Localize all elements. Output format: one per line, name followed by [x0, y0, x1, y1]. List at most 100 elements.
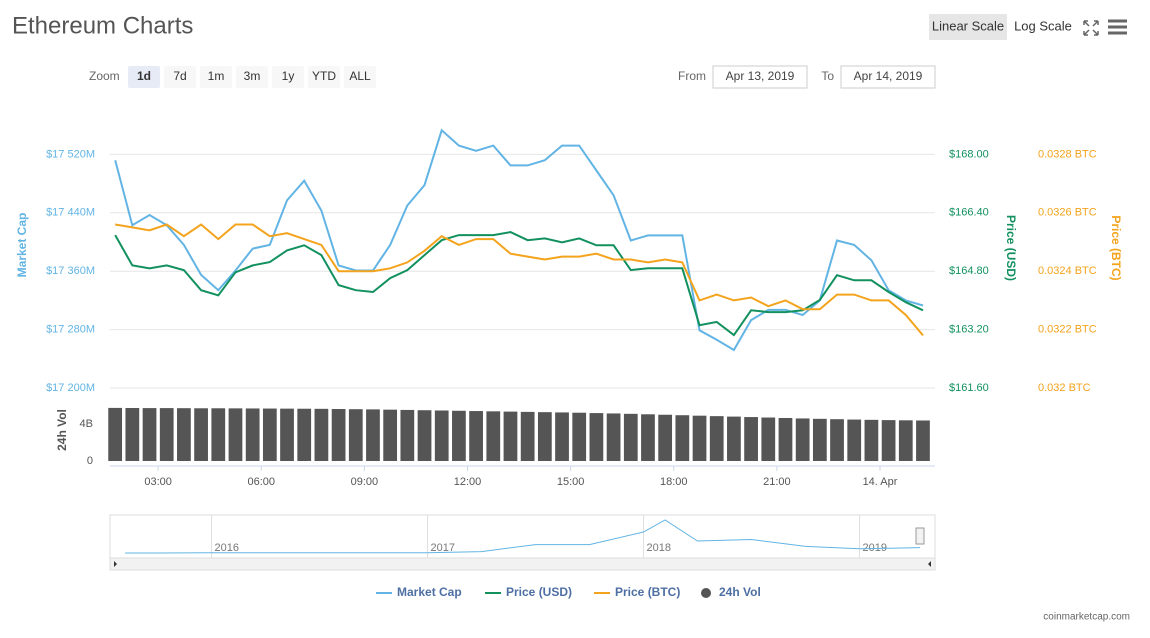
navigator-handle[interactable]: [915, 527, 925, 545]
x-tick-label: 03:00: [144, 476, 172, 488]
volume-bar: [641, 414, 655, 461]
expand-glyph: [1083, 20, 1099, 36]
volume-bar: [795, 418, 810, 461]
navigator-tick-label: 2017: [431, 542, 455, 554]
y2-axis-title: Price (USD): [1004, 215, 1018, 281]
y-tick-label: $17 440M: [46, 207, 95, 219]
zoom-button-bg[interactable]: [128, 66, 160, 88]
line-series: [115, 223, 924, 337]
volume-bar: [847, 419, 862, 461]
volume-bar: [262, 408, 277, 461]
legend-symbol[interactable]: [701, 588, 711, 598]
zoom-button[interactable]: 1d: [137, 69, 151, 83]
volume-bar: [881, 420, 896, 461]
y-tick-label: $17 360M: [46, 265, 95, 277]
line-series: [114, 231, 924, 337]
volume-bar: [572, 412, 587, 461]
scale-button[interactable]: Linear Scale: [932, 18, 1004, 33]
y-tick-label: 0.0328 BTC: [1038, 148, 1097, 160]
y-tick-label: $166.40: [949, 207, 989, 219]
volume-bar: [658, 414, 673, 461]
volume-bar: [177, 408, 191, 461]
zoom-button-bg[interactable]: [344, 66, 376, 88]
volume-bar: [452, 410, 466, 461]
from-label: From: [678, 69, 706, 83]
volume-bar: [830, 419, 844, 461]
y-axis-title: Market Cap: [15, 213, 29, 278]
volume-bar: [159, 408, 174, 461]
x-tick-label: 18:00: [660, 476, 688, 488]
legend-label[interactable]: Market Cap: [397, 585, 462, 599]
y-axis-title: 24h Vol: [55, 409, 69, 451]
zoom-button-bg[interactable]: [236, 66, 268, 88]
legend-label[interactable]: Price (USD): [506, 585, 572, 599]
zoom-button-bg[interactable]: [164, 66, 196, 88]
volume-bar: [108, 407, 123, 461]
to-date[interactable]: Apr 14, 2019: [854, 69, 923, 83]
volume-bar: [400, 409, 415, 461]
zoom-button[interactable]: 7d: [173, 69, 186, 83]
zoom-button[interactable]: 1m: [208, 69, 225, 83]
volume-bar: [417, 410, 432, 461]
chart-title: Ethereum Charts: [12, 12, 193, 39]
volume-bar: [348, 409, 363, 461]
volume-bar: [142, 408, 157, 461]
volume-bar: [211, 408, 226, 461]
from-date[interactable]: Apr 13, 2019: [726, 69, 795, 83]
zoom-button[interactable]: ALL: [349, 69, 371, 83]
volume-bar: [606, 413, 621, 461]
legend-label[interactable]: 24h Vol: [719, 585, 761, 599]
volume-bar: [194, 408, 208, 461]
scrollbar[interactable]: [109, 557, 936, 571]
volume-bar: [366, 409, 380, 461]
volume-bar: [589, 413, 604, 461]
zoom-button-bg[interactable]: [200, 66, 232, 88]
y-tick-label: $17 280M: [46, 324, 95, 336]
from-input[interactable]: [712, 65, 808, 89]
volume-bar: [537, 412, 552, 461]
y3-axis-title: Price (BTC): [1109, 215, 1123, 280]
legend-label[interactable]: Price (BTC): [615, 585, 680, 599]
y-tick-label: 0.0326 BTC: [1038, 207, 1097, 219]
volume-bar: [623, 413, 638, 461]
volume-bar: [709, 416, 724, 461]
x-tick-label: 09:00: [351, 476, 379, 488]
volume-bar: [125, 407, 140, 461]
volume-bar: [727, 416, 741, 461]
volume-bar: [331, 409, 346, 461]
volume-bar: [434, 410, 449, 461]
x-tick-label: 06:00: [247, 476, 275, 488]
expand-icon[interactable]: [1083, 20, 1099, 36]
y-tick-label: 0.0324 BTC: [1038, 265, 1097, 277]
zoom-label: Zoom: [89, 69, 120, 83]
y-tick-label: 0.0322 BTC: [1038, 324, 1097, 336]
y-tick-label: 0.032 BTC: [1038, 382, 1091, 394]
volume-bar: [864, 419, 879, 461]
volume-bar: [916, 420, 930, 461]
volume-bar: [314, 408, 329, 461]
zoom-button[interactable]: 3m: [244, 69, 261, 83]
scale-button-bg[interactable]: [929, 14, 1007, 40]
volume-bar: [675, 415, 690, 461]
to-input[interactable]: [840, 65, 936, 89]
volume-bar: [744, 417, 758, 461]
volume-bar: [898, 420, 913, 461]
zoom-button-bg[interactable]: [272, 66, 304, 88]
y-tick-label: $17 200M: [46, 382, 95, 394]
line-series: [114, 128, 924, 352]
volume-bar: [486, 411, 501, 461]
x-tick-label: 14. Apr: [863, 476, 898, 488]
volume-bar: [761, 417, 776, 461]
zoom-button[interactable]: YTD: [312, 69, 336, 83]
menu-icon[interactable]: [1108, 19, 1127, 35]
zoom-button-bg[interactable]: [308, 66, 340, 88]
y-tick-label: 0: [87, 455, 93, 467]
y-tick-label: 4B: [80, 418, 93, 430]
navigator-tick-label: 2019: [863, 542, 887, 554]
navigator-line: [125, 519, 921, 554]
volume-bar: [469, 411, 483, 461]
volume-bar: [778, 417, 793, 461]
zoom-button[interactable]: 1y: [282, 69, 295, 83]
scale-button[interactable]: Log Scale: [1014, 18, 1072, 33]
